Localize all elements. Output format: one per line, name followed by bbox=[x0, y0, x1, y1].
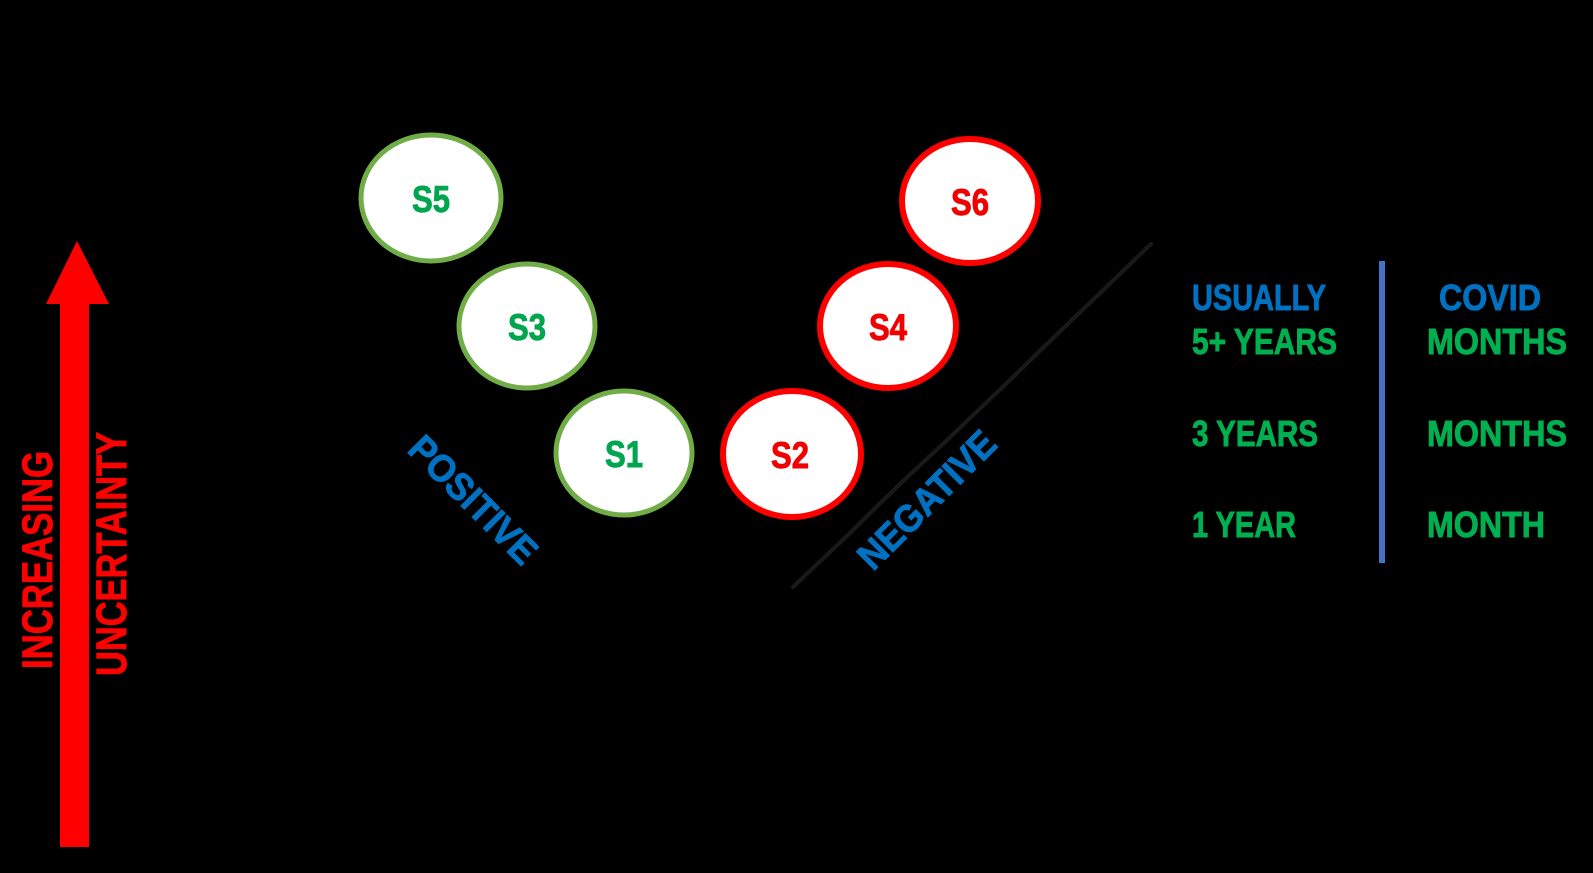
svg-text:S6: S6 bbox=[951, 182, 989, 223]
svg-text:1 YEAR: 1 YEAR bbox=[1192, 504, 1296, 545]
svg-text:3 YEARS: 3 YEARS bbox=[1192, 413, 1318, 454]
svg-text:MONTHS: MONTHS bbox=[1427, 321, 1567, 362]
svg-text:MONTHS: MONTHS bbox=[1427, 413, 1567, 454]
svg-text:COVID: COVID bbox=[1439, 277, 1541, 318]
svg-text:S4: S4 bbox=[869, 307, 907, 348]
svg-text:USUALLY: USUALLY bbox=[1192, 277, 1326, 318]
svg-text:S5: S5 bbox=[412, 179, 450, 220]
svg-text:S3: S3 bbox=[508, 307, 546, 348]
svg-text:UNCERTAINTY: UNCERTAINTY bbox=[88, 432, 136, 676]
svg-text:MONTH: MONTH bbox=[1427, 504, 1545, 545]
svg-text:S1: S1 bbox=[605, 434, 643, 475]
svg-text:5+ YEARS: 5+ YEARS bbox=[1192, 321, 1337, 362]
svg-text:INCREASING: INCREASING bbox=[14, 451, 62, 669]
svg-text:S2: S2 bbox=[771, 435, 809, 476]
